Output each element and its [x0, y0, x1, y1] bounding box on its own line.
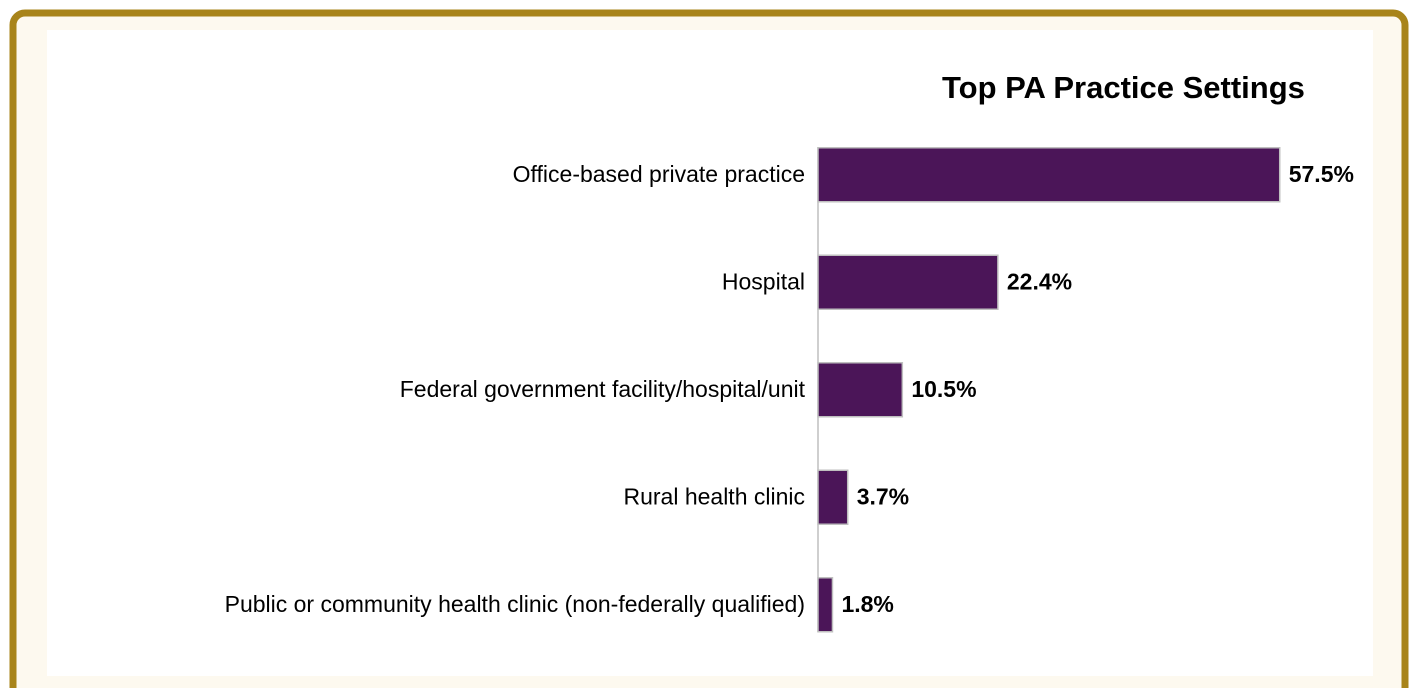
- category-label: Federal government facility/hospital/uni…: [400, 376, 806, 402]
- bar: [817, 362, 904, 418]
- value-label: 22.4%: [1007, 268, 1072, 294]
- value-label: 10.5%: [911, 376, 976, 402]
- category-label: Rural health clinic: [623, 483, 805, 509]
- value-label: 3.7%: [857, 483, 909, 509]
- bar: [817, 147, 1281, 203]
- bar: [817, 577, 834, 633]
- category-label: Hospital: [722, 268, 805, 294]
- value-label: 57.5%: [1289, 161, 1354, 187]
- bar: [817, 254, 999, 310]
- bar: [817, 469, 849, 525]
- value-label: 1.8%: [841, 591, 893, 617]
- plot-area: Top PA Practice Settings Office-based pr…: [225, 70, 1354, 633]
- category-label: Public or community health clinic (non-f…: [225, 591, 805, 617]
- chart-title: Top PA Practice Settings: [942, 70, 1305, 105]
- category-label: Office-based private practice: [513, 161, 805, 187]
- panel: [47, 30, 1373, 676]
